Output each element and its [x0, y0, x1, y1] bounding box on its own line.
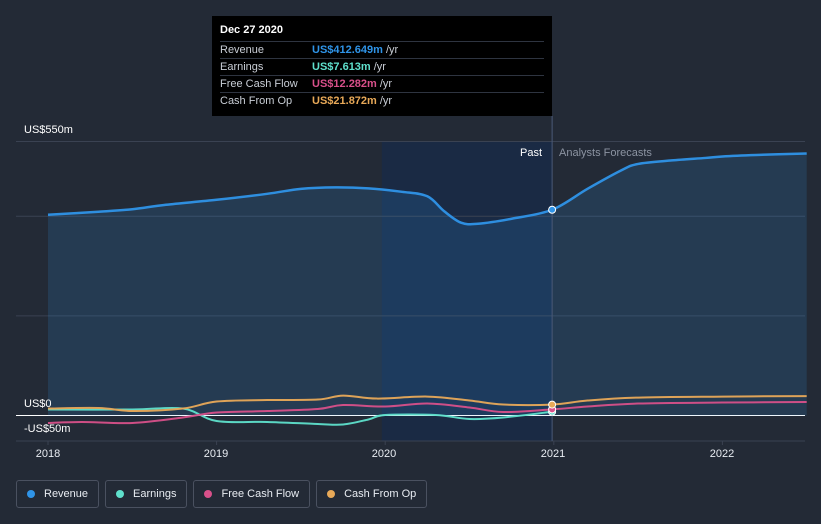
tooltip-value: US$21.872m	[312, 95, 377, 107]
marker-cash-from-op	[548, 400, 557, 409]
tooltip-row-revenue: Revenue US$412.649m /yr	[220, 42, 544, 59]
chart-tooltip: Dec 27 2020 Revenue US$412.649m /yr Earn…	[212, 16, 552, 116]
legend-dot-icon	[27, 490, 35, 498]
tooltip-value: US$12.282m	[312, 78, 377, 90]
series-line-free-cash-flow	[47, 401, 807, 425]
y-tick-label-zero: US$0	[24, 398, 52, 410]
chart-legend: Revenue Earnings Free Cash Flow Cash Fro…	[16, 480, 428, 508]
tooltip-value: US$412.649m	[312, 44, 383, 56]
x-tick-2019: 2019	[203, 448, 229, 460]
series-line-revenue	[47, 152, 807, 226]
series-line-cash-from-op	[47, 394, 807, 413]
tooltip-date: Dec 27 2020	[220, 24, 544, 42]
x-tick-2022: 2022	[709, 448, 735, 460]
x-tick-2020: 2020	[371, 448, 397, 460]
legend-label: Revenue	[44, 488, 89, 500]
legend-dot-icon	[204, 490, 213, 498]
tooltip-row-earnings: Earnings US$7.613m /yr	[220, 59, 544, 76]
legend-label: Free Cash Flow	[221, 488, 300, 500]
legend-label: Cash From Op	[344, 488, 417, 500]
legend-item-cash-from-op[interactable]: Cash From Op	[316, 480, 428, 508]
tooltip-unit: /yr	[379, 95, 393, 107]
past-region-label: Past	[520, 147, 543, 159]
tooltip-unit: /yr	[373, 61, 386, 73]
legend-item-free-cash-flow[interactable]: Free Cash Flow	[193, 480, 311, 508]
marker-revenue	[548, 205, 557, 214]
tooltip-label: Free Cash Flow	[220, 78, 298, 90]
highlight-band	[381, 141, 553, 441]
y-tick-label-bottom: -US$50m	[24, 423, 71, 435]
legend-dot-icon	[116, 490, 125, 498]
tooltip-unit: /yr	[385, 44, 399, 56]
tooltip-row-cash-from-op: Cash From Op US$21.872m /yr	[220, 93, 544, 109]
forecast-region-label: Analysts Forecasts	[559, 147, 652, 159]
tooltip-unit: /yr	[379, 78, 393, 90]
tooltip-label: Revenue	[220, 44, 265, 56]
tooltip-row-free-cash-flow: Free Cash Flow US$12.282m /yr	[220, 76, 544, 93]
x-tick-2018: 2018	[35, 448, 61, 460]
legend-item-earnings[interactable]: Earnings	[105, 480, 188, 508]
legend-item-revenue[interactable]: Revenue	[16, 480, 100, 508]
legend-label: Earnings	[133, 488, 177, 500]
series-area-revenue	[48, 153, 807, 416]
legend-dot-icon	[327, 490, 336, 498]
tooltip-label: Cash From Op	[220, 95, 293, 107]
x-tick-2021: 2021	[540, 448, 566, 460]
y-tick-label-top: US$550m	[24, 124, 73, 136]
tooltip-label: Earnings	[220, 61, 264, 73]
tooltip-value: US$7.613m	[312, 61, 371, 73]
